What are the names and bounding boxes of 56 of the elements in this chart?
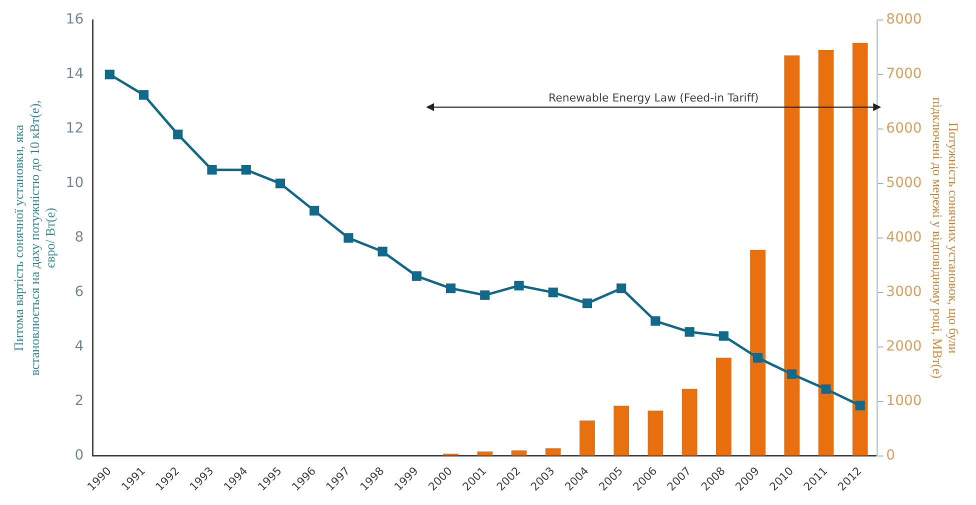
bar — [614, 406, 630, 456]
point — [650, 316, 660, 326]
point — [582, 298, 592, 308]
y-tick-label: 4 — [74, 338, 84, 355]
y2-tick-label: 5000 — [886, 175, 922, 192]
point — [104, 70, 114, 80]
point — [480, 290, 490, 300]
point — [173, 130, 183, 140]
y-tick-label: 6 — [74, 284, 84, 300]
y-tick-label: 14 — [66, 66, 84, 82]
point — [514, 280, 524, 290]
y-tick-label: 16 — [66, 12, 84, 28]
y2-tick-label: 7000 — [886, 66, 922, 82]
y2-tick-label: 6000 — [886, 120, 922, 137]
point — [821, 384, 831, 394]
y-tick-label: 0 — [74, 448, 84, 464]
y2-tick-label: 3000 — [886, 284, 922, 300]
point — [241, 165, 251, 175]
point — [752, 353, 763, 363]
annotation: Renewable Energy Law (Feed-in Tariff) — [548, 92, 759, 105]
point — [138, 90, 149, 100]
bar — [784, 55, 800, 456]
bar — [818, 50, 834, 456]
point — [684, 327, 694, 337]
y2-tick-label: 0 — [886, 448, 896, 464]
bar — [545, 448, 561, 456]
bar — [750, 250, 766, 456]
bar — [580, 420, 595, 456]
point — [718, 331, 728, 341]
y2-tick-label: 1000 — [886, 393, 922, 410]
y2-tick-label: 8000 — [886, 12, 922, 28]
point — [275, 178, 286, 188]
bar — [511, 450, 527, 456]
y2-tick-label: 2000 — [886, 338, 922, 355]
bar — [477, 452, 493, 456]
y-axis-title: Питома вартість сонячної установки, яка встановлюється на даху потужністю до 10 кВт(е), євро/ Вт(е) — [11, 100, 58, 376]
point — [616, 284, 626, 294]
y2-tick-label: 4000 — [886, 230, 922, 246]
y-tick-label: 8 — [74, 230, 84, 246]
point — [378, 246, 388, 256]
y-tick-label: 2 — [74, 393, 84, 410]
point — [344, 233, 354, 243]
point — [548, 288, 558, 298]
bar — [682, 388, 698, 456]
y2-axis-title: Потужність сонячних установок, що були підключені до мережі у відповідному році, МВт(е) — [930, 97, 961, 379]
y-tick-label: 12 — [66, 120, 84, 137]
y-tick-label: 10 — [66, 175, 84, 192]
bar — [648, 410, 664, 456]
point — [446, 284, 456, 294]
bar — [852, 42, 868, 456]
point — [855, 400, 865, 410]
point — [412, 271, 422, 281]
point — [207, 165, 217, 175]
bar — [716, 358, 732, 456]
point — [787, 369, 797, 379]
point — [310, 206, 320, 216]
